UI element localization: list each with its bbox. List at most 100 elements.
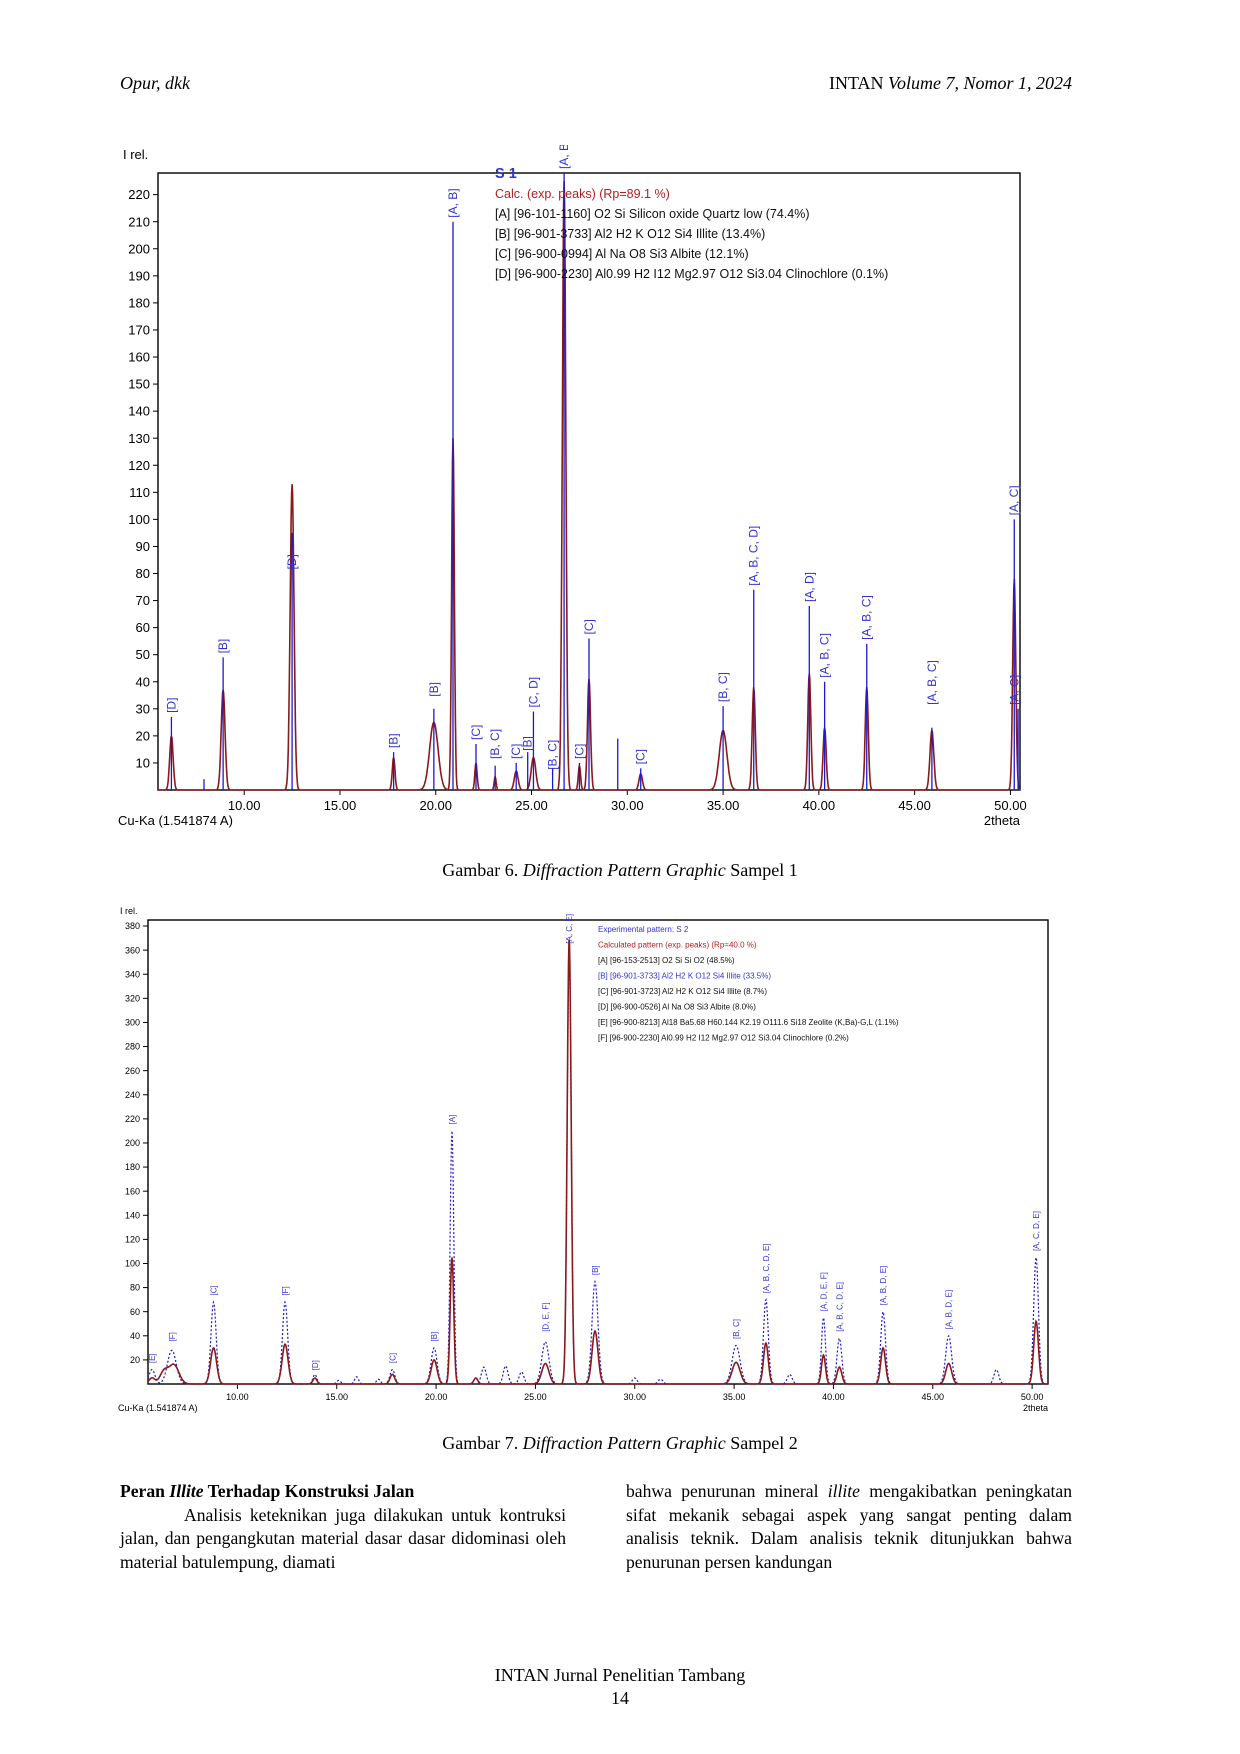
peak-label: [E]	[148, 1353, 157, 1363]
peak-label: [A, B, D]	[557, 145, 571, 169]
x-tick-label: 20.00	[425, 1392, 448, 1402]
x-tick-label: 40.00	[803, 798, 836, 813]
y-tick-label: 240	[125, 1090, 140, 1100]
peak-label: [D, E, F]	[541, 1302, 550, 1331]
legend-entry: [C] [96-900-0994] Al Na O8 Si3 Albite (1…	[495, 247, 749, 261]
figure-7-caption-prefix: Gambar 7.	[442, 1433, 523, 1453]
y-tick-label: 340	[125, 969, 140, 979]
peak-label: [B]	[216, 639, 230, 654]
y-tick-label: 30	[136, 701, 150, 716]
y-tick-label: 180	[125, 1162, 140, 1172]
section-title-part-2: Terhadap Konstruksi Jalan	[203, 1481, 415, 1501]
y-tick-label: 300	[125, 1018, 140, 1028]
y-tick-label: 40	[130, 1331, 140, 1341]
y-tick-label: 160	[125, 1186, 140, 1196]
peak-label: [A, B, D, E]	[945, 1290, 954, 1330]
peak-label: [A, C, D, E]	[1032, 1211, 1041, 1251]
y-axis-label: I rel.	[120, 906, 138, 916]
paragraph-left-text: Analisis keteknikan juga dilakukan untuk…	[120, 1504, 566, 1572]
peak-label: [B, C]	[716, 672, 730, 702]
y-tick-label: 120	[128, 458, 150, 473]
section-title: Peran Illite Terhadap Konstruksi Jalan	[120, 1480, 566, 1504]
figure-7-caption-italic: Diffraction Pattern Graphic	[522, 1433, 726, 1453]
diffraction-chart-sample-2: I rel. 20 40 60 80 100 120 140 160 180 200 220 240 26…	[118, 906, 1049, 1413]
y-tick-label: 130	[128, 431, 150, 446]
body-column-right: bahwa penurunan mineral illite mengakiba…	[626, 1480, 1072, 1574]
y-tick-label: 140	[128, 404, 150, 419]
peak-label: [D]	[285, 554, 299, 569]
paragraph-right-italic: illite	[827, 1481, 860, 1501]
x-axis-label: 2theta	[984, 813, 1021, 828]
x-tick-label: 20.00	[419, 798, 452, 813]
peak-label: [F]	[168, 1332, 177, 1341]
y-tick-label: 100	[128, 512, 150, 527]
calculated-pattern-line	[147, 940, 1048, 1385]
figure-6-caption-suffix: Sampel 1	[725, 860, 798, 880]
source-label: Cu-Ka (1.541874 A)	[118, 813, 233, 828]
x-tick-label: 25.00	[524, 1392, 547, 1402]
legend-entry: Calc. (exp. peaks) (Rp=89.1 %)	[495, 187, 670, 201]
running-header-authors: Opur, dkk	[120, 73, 190, 93]
legend-entry: [A] [96-153-2513] O2 Si Si O2 (48.5%)	[598, 956, 735, 965]
y-tick-label: 10	[136, 755, 150, 770]
journal-name: INTAN	[828, 73, 888, 93]
peak-label: [D]	[311, 1360, 320, 1370]
journal-volume: Volume 7, Nomor 1, 2024	[888, 73, 1072, 93]
y-tick-label: 200	[128, 241, 150, 256]
running-header-journal: INTAN Volume 7, Nomor 1, 2024	[829, 73, 1072, 94]
peak-label: [A, B, C]	[818, 633, 832, 678]
figure-7-caption: Gambar 7. Diffraction Pattern Graphic Sa…	[0, 1433, 1240, 1454]
peak-label: [C]	[388, 1353, 397, 1363]
legend-entry: [C] [96-901-3723] Al2 H2 K O12 Si4 Illit…	[598, 987, 767, 996]
legend-entry: [A] [96-101-1160] O2 Si Silicon oxide Qu…	[495, 207, 810, 221]
peak-label: [B, C]	[546, 740, 560, 770]
peak-label: [C]	[572, 744, 586, 759]
y-tick-label: 210	[128, 214, 150, 229]
y-tick-label: 60	[136, 620, 150, 635]
x-tick-label: 30.00	[623, 1392, 646, 1402]
legend-entry: [B] [96-901-3733] Al2 H2 K O12 Si4 Illit…	[495, 227, 765, 241]
y-tick-label: 220	[125, 1114, 140, 1124]
y-tick-label: 320	[125, 993, 140, 1003]
body-column-left: Peran Illite Terhadap Konstruksi Jalan A…	[120, 1480, 566, 1574]
y-tick-label: 50	[136, 647, 150, 662]
page-number: 14	[611, 1688, 629, 1708]
peak-label: [C]	[509, 744, 523, 759]
section-title-italic: Illite	[169, 1481, 204, 1501]
peak-label: [A, B, C]	[860, 595, 874, 640]
figure-6-caption-prefix: Gambar 6.	[442, 860, 523, 880]
peak-label: [A, C]	[1007, 675, 1021, 705]
y-tick-label: 20	[130, 1355, 140, 1365]
y-tick-label: 160	[128, 350, 150, 365]
peak-label: [C]	[634, 749, 648, 764]
peak-label: [B, C]	[488, 729, 502, 759]
legend-entry: Experimental pattern: S 2	[598, 925, 689, 934]
peak-label: [B]	[427, 682, 441, 697]
y-tick-label: 110	[129, 485, 150, 500]
figure-6-caption-italic: Diffraction Pattern Graphic	[522, 860, 726, 880]
paragraph-right-text-2: mengakibatkan peningkatan sifat mekanik …	[626, 1481, 1072, 1572]
x-tick-label: 50.00	[994, 798, 1027, 813]
legend-entry: [E] [96-900-8213] Al18 Ba5.68 H60.144 K2…	[598, 1018, 899, 1027]
y-tick-label: 220	[128, 187, 150, 202]
peak-label: [A, B, C, D]	[747, 526, 761, 586]
y-tick-label: 40	[136, 674, 150, 689]
x-tick-label: 45.00	[922, 1392, 945, 1402]
peak-label: [B]	[521, 736, 535, 751]
y-tick-label: 360	[125, 945, 140, 955]
x-tick-label: 35.00	[723, 1392, 746, 1402]
y-tick-label: 20	[136, 728, 150, 743]
y-tick-label: 190	[128, 268, 150, 283]
y-axis-label: I rel.	[123, 147, 148, 162]
legend-entry: [D] [96-900-2230] Al0.99 H2 I12 Mg2.97 O…	[495, 267, 888, 281]
y-tick-label: 180	[128, 295, 150, 310]
figure-7-caption-suffix: Sampel 2	[725, 1433, 798, 1453]
y-tick-label: 280	[125, 1042, 140, 1052]
y-tick-label: 140	[125, 1210, 140, 1220]
x-tick-label: 45.00	[898, 798, 931, 813]
x-tick-label: 50.00	[1021, 1392, 1044, 1402]
peak-label: [A, C]	[1007, 485, 1021, 515]
legend-entry: Calculated pattern (exp. peaks) (Rp=40.0…	[598, 941, 757, 950]
paragraph-right: bahwa penurunan mineral illite mengakiba…	[626, 1480, 1072, 1574]
peak-label: [A, D, E, F]	[819, 1272, 828, 1311]
